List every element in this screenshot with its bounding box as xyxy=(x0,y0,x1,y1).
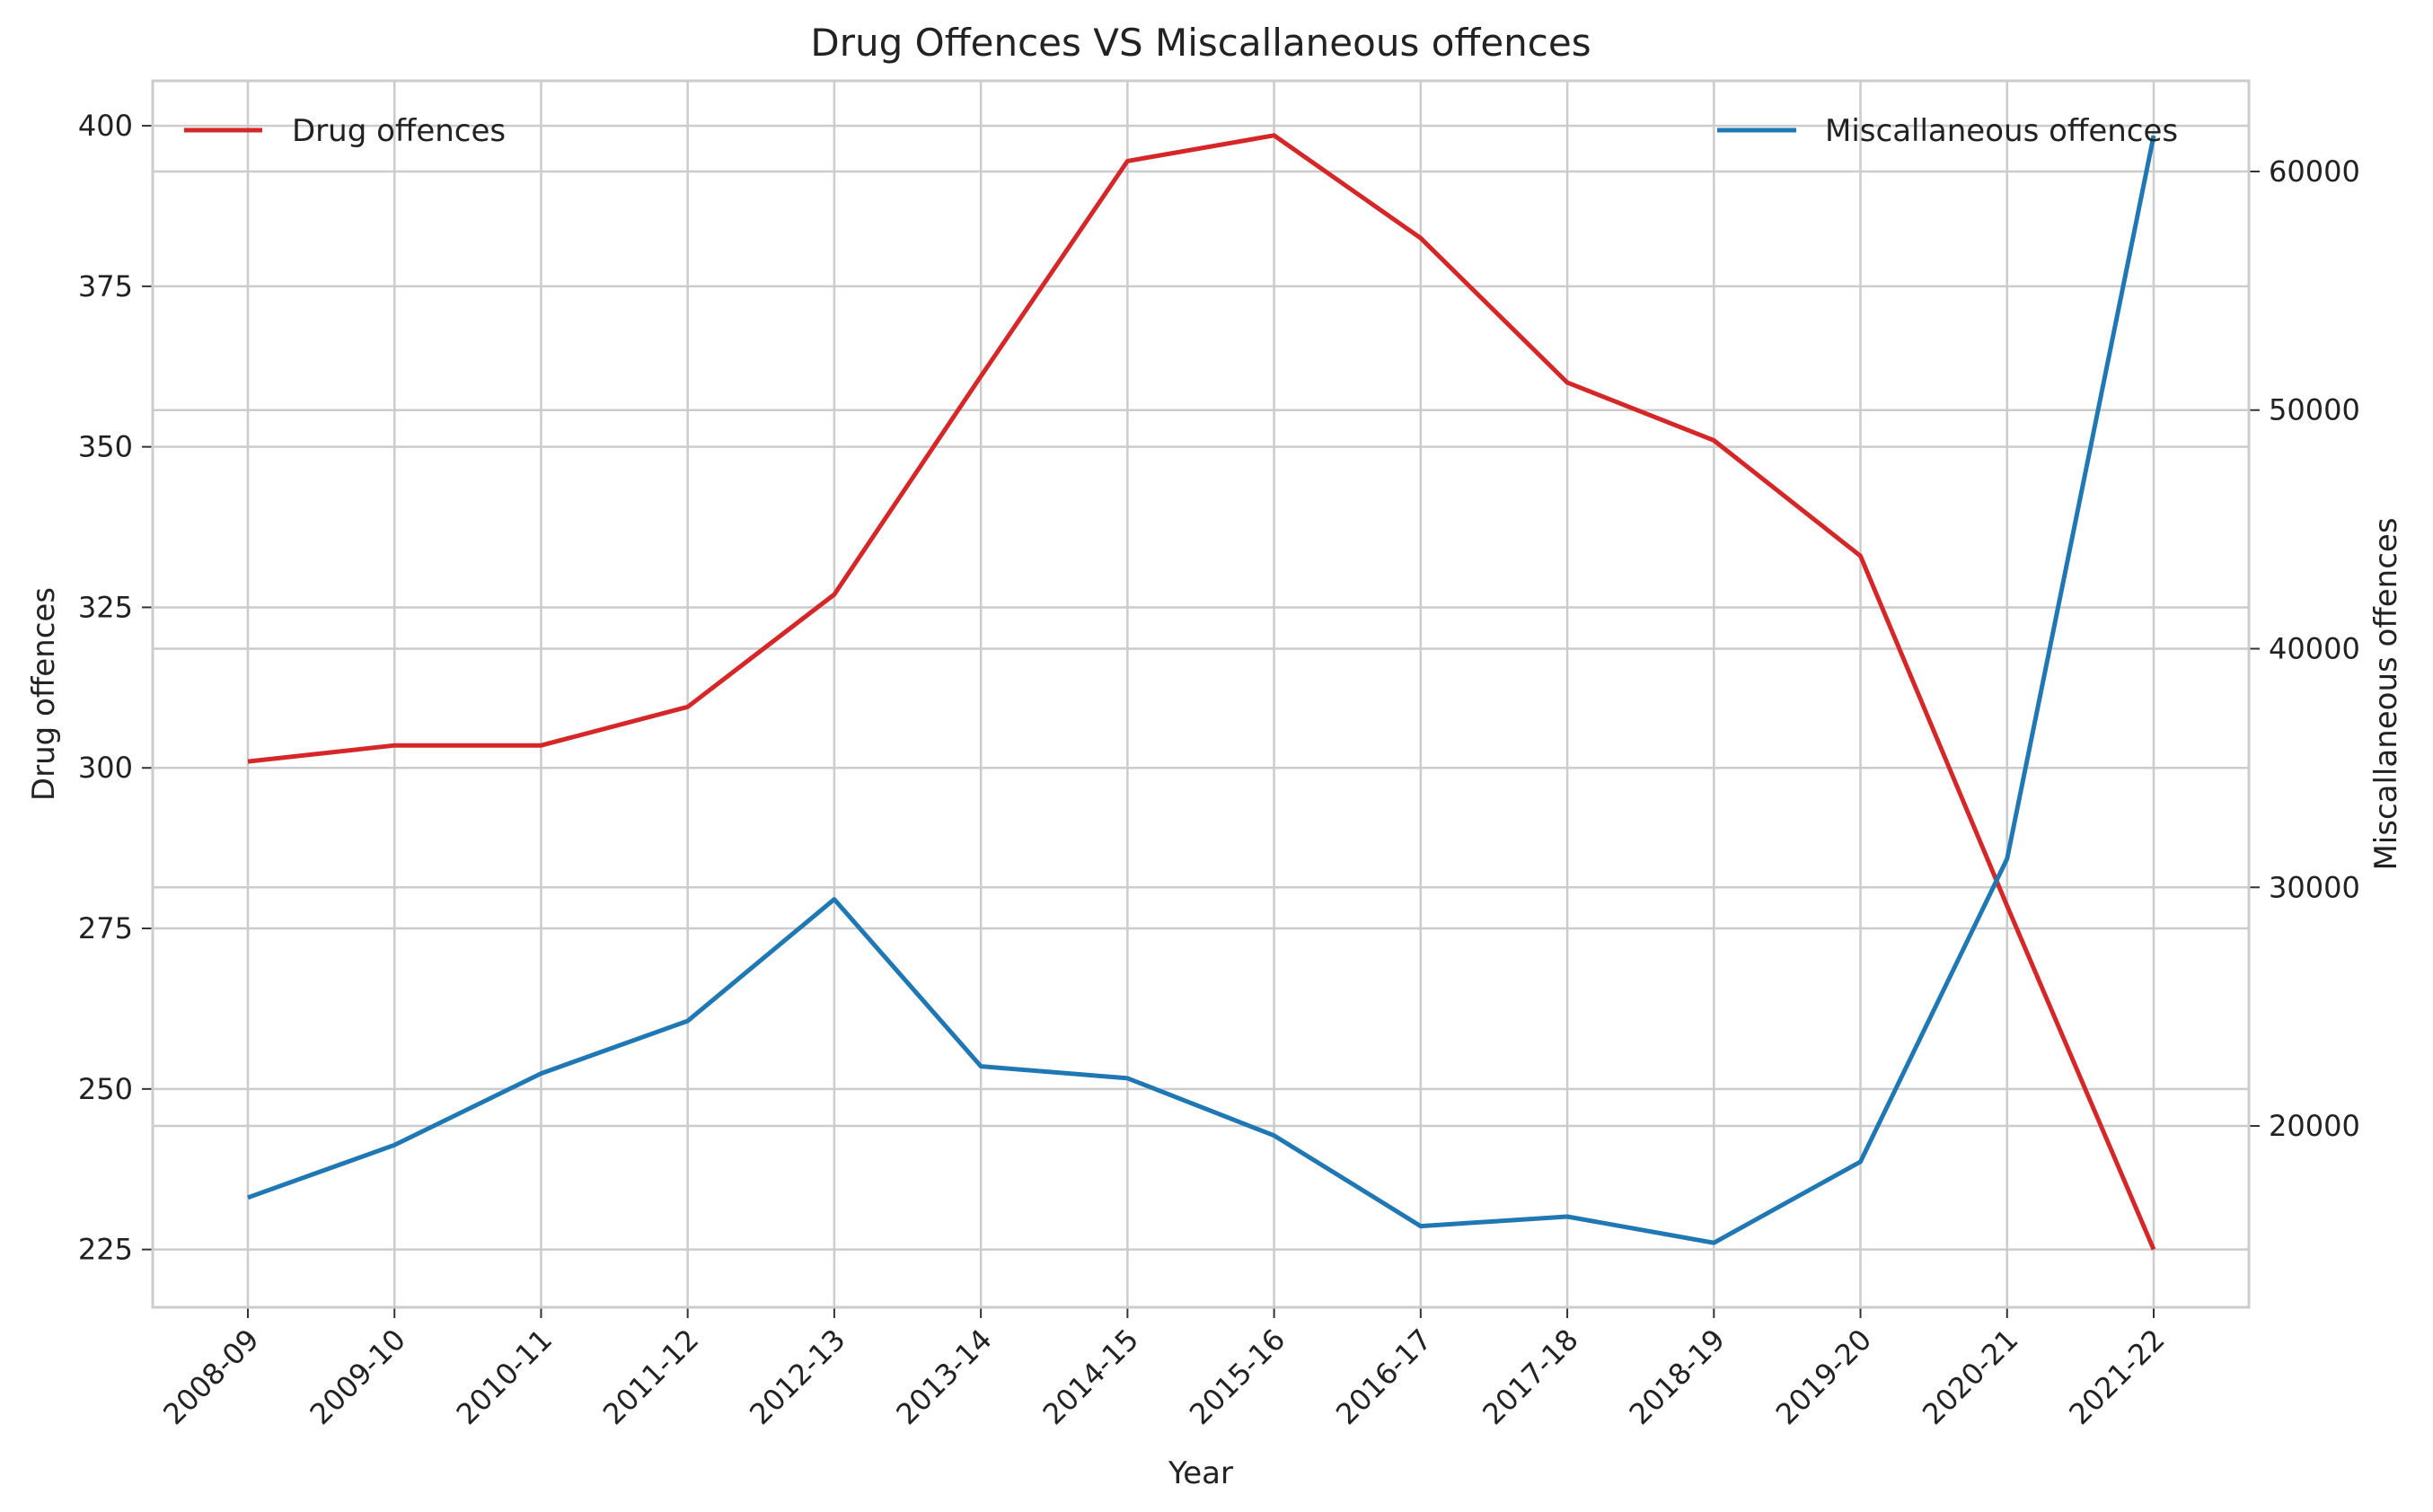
legend-left: Drug offences xyxy=(184,113,506,149)
left-y-tick-label: 400 xyxy=(78,109,133,143)
left-y-axis-label: Drug offences xyxy=(26,587,62,801)
series-lines xyxy=(247,133,2156,1251)
right-y-tick-labels: 20000 30000 40000 50000 60000 xyxy=(2269,154,2360,1143)
right-y-tick-label: 40000 xyxy=(2269,632,2360,666)
right-y-tick-label: 60000 xyxy=(2269,154,2360,189)
right-y-axis-label: Miscallaneous offences xyxy=(2368,517,2404,870)
left-y-grid xyxy=(142,124,2249,1251)
right-y-grid xyxy=(153,170,2260,1128)
left-y-tick-label: 350 xyxy=(78,430,133,464)
left-y-tick-label: 300 xyxy=(78,751,133,785)
legend-label-drug-offences: Drug offences xyxy=(292,113,506,149)
legend-label-miscallaneous-offences: Miscallaneous offences xyxy=(1825,113,2178,149)
right-y-tick-label: 50000 xyxy=(2269,393,2360,427)
left-y-tick-label: 225 xyxy=(78,1233,133,1267)
x-axis-label: Year xyxy=(1168,1455,1233,1491)
right-y-tick-label: 20000 xyxy=(2269,1109,2360,1143)
left-y-tick-label: 325 xyxy=(78,590,133,624)
series-line-drug-offences xyxy=(247,133,2156,1251)
left-y-tick-label: 275 xyxy=(78,911,133,945)
chart-title: Drug Offences VS Miscallaneous offences xyxy=(810,21,1591,65)
left-y-tick-labels: 225 250 275 300 325 350 375 400 xyxy=(78,109,133,1267)
left-y-tick-label: 375 xyxy=(78,269,133,303)
right-y-tick-label: 30000 xyxy=(2269,870,2360,904)
series-line-miscallaneous-offences xyxy=(247,135,2156,1245)
left-y-tick-label: 250 xyxy=(78,1072,133,1106)
legend-right: Miscallaneous offences xyxy=(1717,113,2178,149)
plot-frame xyxy=(151,79,2251,1309)
